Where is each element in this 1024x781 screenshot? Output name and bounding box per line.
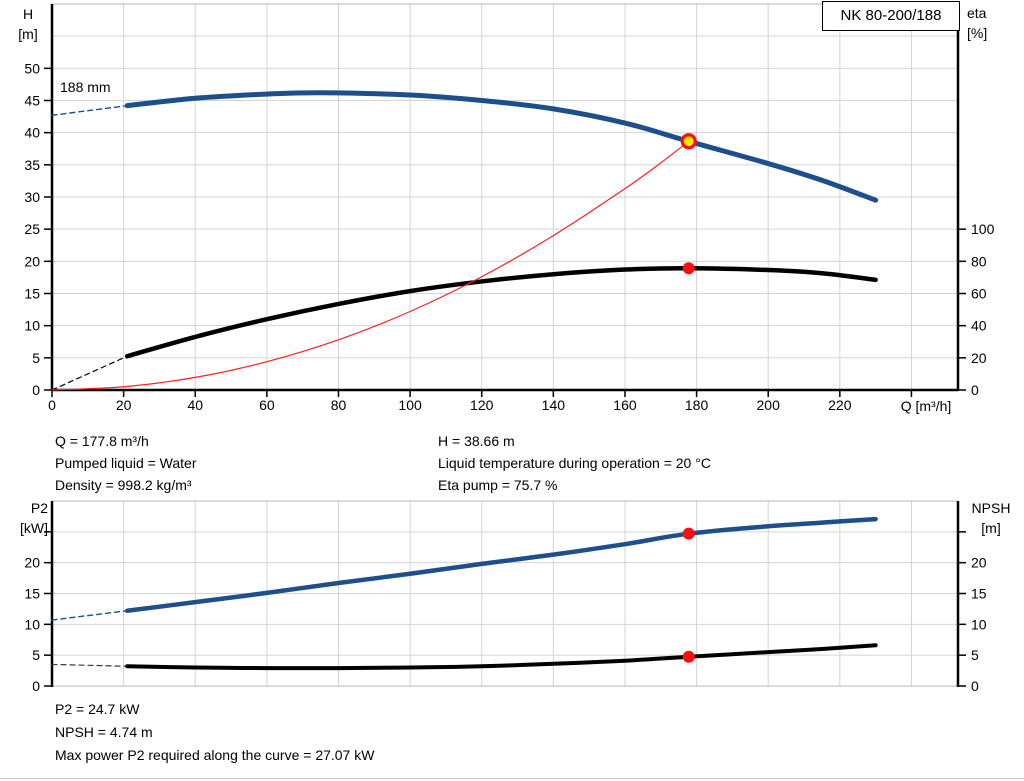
max-power-text: Max power P2 required along the curve = … bbox=[55, 747, 375, 763]
svg-text:80: 80 bbox=[971, 253, 987, 269]
head-curve-188mm bbox=[124, 90, 879, 203]
svg-text:60: 60 bbox=[971, 286, 987, 302]
eta-pump-text: Eta pump = 75.7 % bbox=[438, 477, 558, 493]
svg-text:100: 100 bbox=[398, 397, 422, 413]
svg-text:0: 0 bbox=[32, 382, 40, 398]
svg-text:5: 5 bbox=[32, 647, 40, 663]
svg-text:35: 35 bbox=[24, 157, 40, 173]
svg-text:30: 30 bbox=[24, 189, 40, 205]
gridlines bbox=[52, 4, 958, 390]
svg-text:40: 40 bbox=[24, 125, 40, 141]
svg-text:20: 20 bbox=[971, 555, 987, 571]
svg-text:40: 40 bbox=[971, 318, 987, 334]
svg-text:40: 40 bbox=[187, 397, 203, 413]
npsh-axis-unit: [m] bbox=[981, 520, 1001, 536]
svg-text:20: 20 bbox=[971, 350, 987, 366]
duty-flow-text: Q = 177.8 m³/h bbox=[55, 433, 149, 449]
svg-text:140: 140 bbox=[542, 397, 566, 413]
npsh-curve-dashed bbox=[51, 663, 128, 667]
svg-text:180: 180 bbox=[685, 397, 709, 413]
efficiency-curve bbox=[124, 265, 878, 359]
svg-text:10: 10 bbox=[24, 318, 40, 334]
svg-text:80: 80 bbox=[331, 397, 347, 413]
svg-text:160: 160 bbox=[613, 397, 637, 413]
system-curve bbox=[51, 140, 690, 391]
svg-text:60: 60 bbox=[259, 397, 275, 413]
svg-text:0: 0 bbox=[32, 678, 40, 694]
head-axis-title: H [m] bbox=[8, 4, 48, 44]
power-npsh-chart[interactable]: 0 5 10 15 20 0 5 10 15 20 bbox=[24, 500, 987, 694]
svg-text:10: 10 bbox=[971, 616, 987, 632]
impeller-diameter-label: 188 mm bbox=[60, 79, 111, 95]
power-axis-unit: [kW] bbox=[20, 520, 48, 536]
duty-head-text: H = 38.66 m bbox=[438, 433, 515, 449]
svg-text:25: 25 bbox=[24, 221, 40, 237]
npsh-axis-title: NPSH [m] bbox=[962, 498, 1020, 538]
svg-text:0: 0 bbox=[48, 397, 56, 413]
svg-text:5: 5 bbox=[971, 647, 979, 663]
svg-text:120: 120 bbox=[470, 397, 494, 413]
svg-text:20: 20 bbox=[24, 253, 40, 269]
head-efficiency-chart[interactable]: 0 5 10 15 20 25 30 35 40 45 50 0 20 40 60 80 100 0 20 40 60 8… bbox=[24, 3, 995, 413]
duty-point[interactable] bbox=[680, 133, 697, 150]
npsh-value-text: NPSH = 4.74 m bbox=[55, 724, 153, 740]
svg-text:0: 0 bbox=[971, 678, 979, 694]
efficiency-curve-dashed bbox=[51, 355, 128, 391]
power-axis-title: P2 [kW] bbox=[2, 498, 48, 538]
svg-text:100: 100 bbox=[971, 221, 995, 237]
p2-value-text: P2 = 24.7 kW bbox=[55, 701, 140, 717]
svg-text:5: 5 bbox=[32, 350, 40, 366]
pumped-liquid-text: Pumped liquid = Water bbox=[55, 455, 197, 471]
pump-model-badge[interactable]: NK 80-200/188 bbox=[822, 1, 960, 31]
svg-text:15: 15 bbox=[24, 586, 40, 602]
p2-curve bbox=[124, 516, 878, 614]
page-divider bbox=[0, 778, 1024, 779]
svg-text:45: 45 bbox=[24, 93, 40, 109]
density-text: Density = 998.2 kg/m³ bbox=[55, 477, 192, 493]
flow-axis-title: Q [m³/h] bbox=[900, 398, 952, 414]
svg-text:0: 0 bbox=[971, 382, 979, 398]
svg-text:220: 220 bbox=[828, 397, 852, 413]
power-axis-symbol: P2 bbox=[30, 500, 48, 516]
svg-text:10: 10 bbox=[24, 616, 40, 632]
svg-text:200: 200 bbox=[757, 397, 781, 413]
svg-text:20: 20 bbox=[116, 397, 132, 413]
npsh-curve bbox=[125, 643, 878, 671]
svg-text:50: 50 bbox=[24, 60, 40, 76]
p2-point[interactable] bbox=[682, 527, 695, 540]
head-axis-unit: [m] bbox=[18, 26, 38, 42]
head-axis-symbol: H bbox=[22, 6, 34, 22]
axis-ticks: 0 5 10 15 20 0 5 10 15 20 bbox=[24, 531, 987, 694]
svg-text:20: 20 bbox=[24, 555, 40, 571]
npsh-axis-symbol: NPSH bbox=[971, 500, 1011, 516]
gridlines bbox=[52, 501, 958, 686]
eta-axis-symbol: eta bbox=[967, 5, 987, 21]
eta-axis-title: eta [%] bbox=[967, 3, 1017, 43]
p2-curve-dashed bbox=[51, 610, 128, 621]
svg-text:15: 15 bbox=[971, 586, 987, 602]
head-curve-dashed bbox=[51, 104, 128, 116]
npsh-point[interactable] bbox=[682, 650, 695, 663]
svg-text:15: 15 bbox=[24, 286, 40, 302]
efficiency-point[interactable] bbox=[682, 262, 695, 275]
liquid-temperature-text: Liquid temperature during operation = 20… bbox=[438, 455, 711, 471]
axis-ticks: 0 5 10 15 20 25 30 35 40 45 50 0 20 40 60 80 100 0 20 40 60 8… bbox=[24, 60, 994, 413]
eta-axis-unit: [%] bbox=[967, 25, 988, 41]
